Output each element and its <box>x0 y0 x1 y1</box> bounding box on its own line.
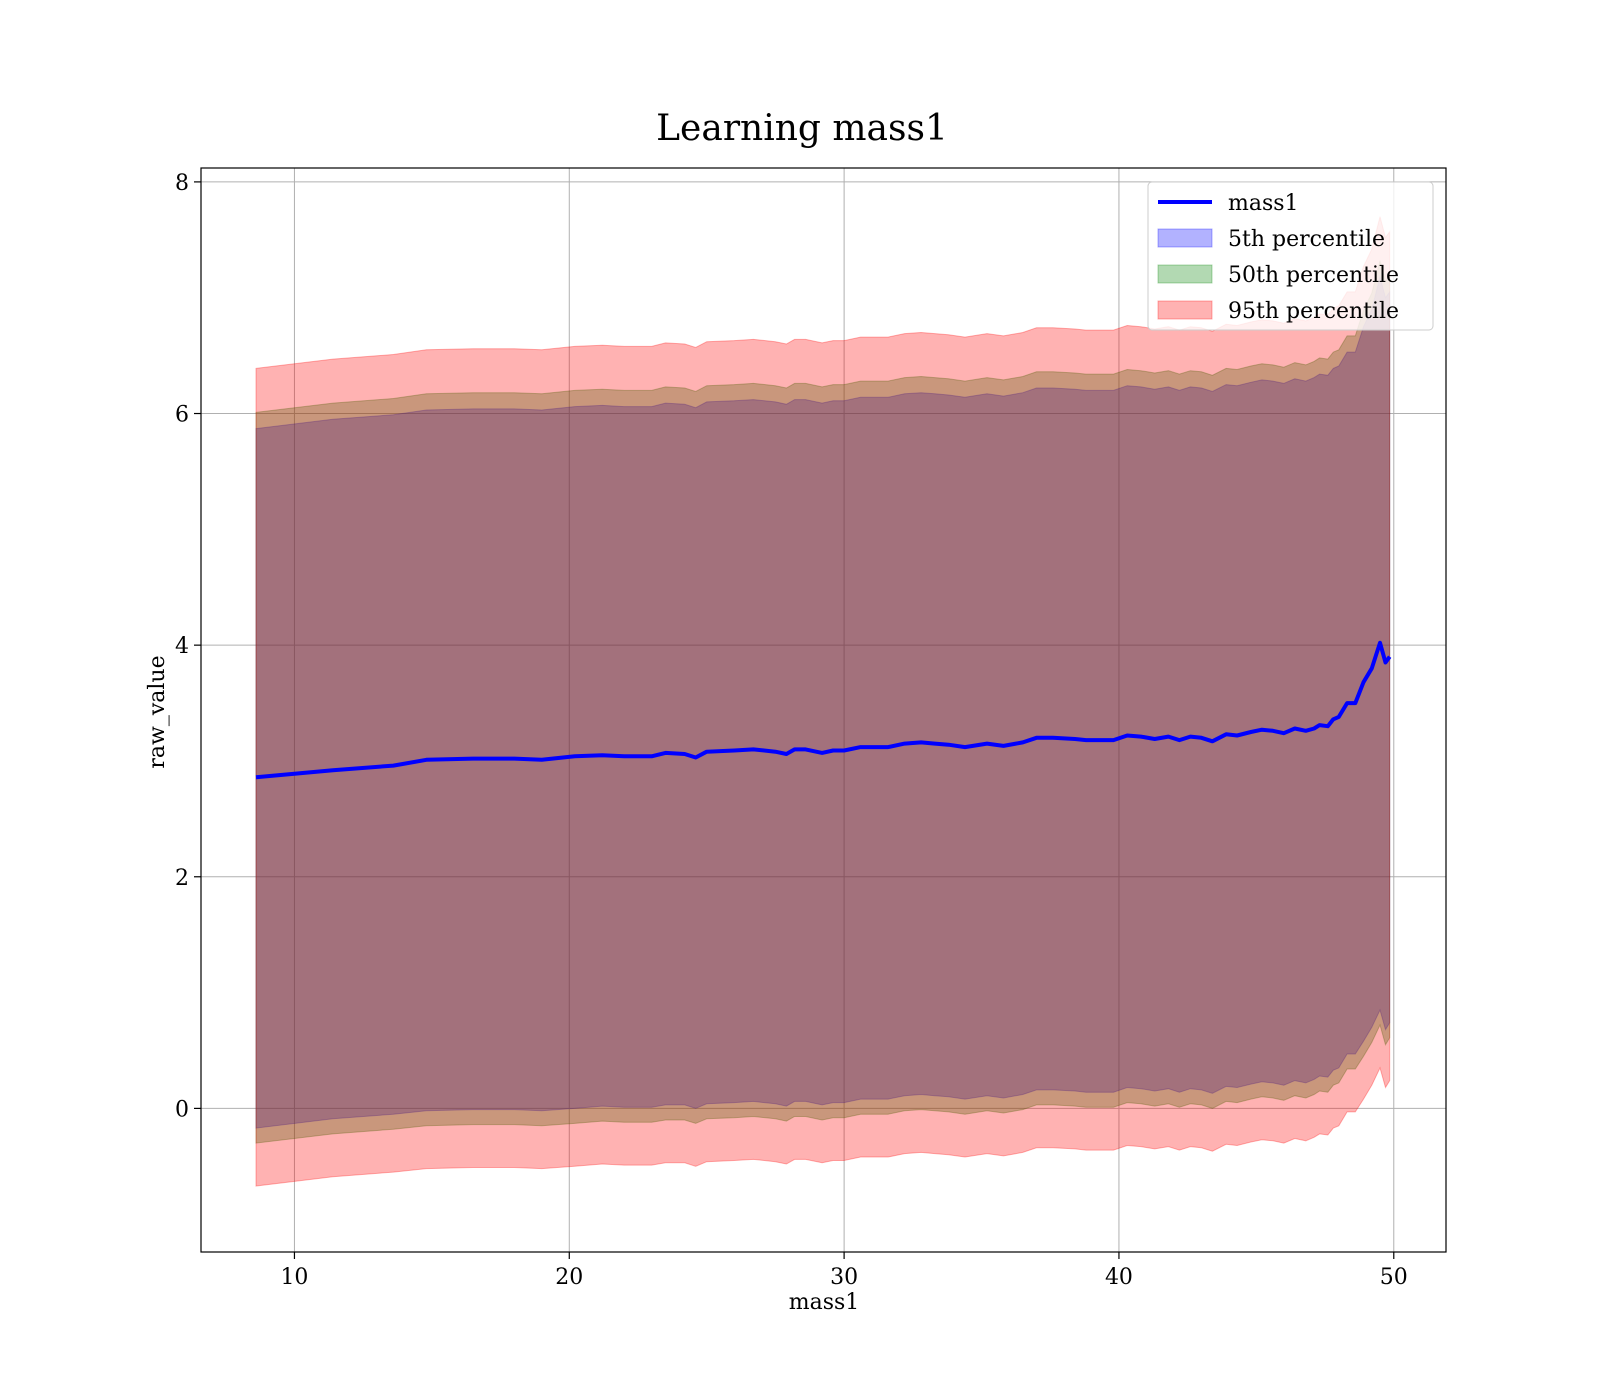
plot-area: 10 20 30 40 50 0 2 4 6 8 <box>175 167 1447 1290</box>
band-5th-percentile <box>255 274 1391 1129</box>
x-tick-label: 20 <box>555 1265 583 1290</box>
x-tick-label: 40 <box>1105 1265 1133 1290</box>
legend: mass1 5th percentile 50th percentile 95th p… <box>1147 181 1434 331</box>
x-tick-label: 50 <box>1380 1265 1408 1290</box>
y-tick-label: 2 <box>175 866 189 891</box>
y-tick-label: 6 <box>175 403 189 428</box>
legend-label: 5th percentile <box>1228 227 1385 252</box>
legend-label: 95th percentile <box>1228 299 1399 324</box>
legend-label: mass1 <box>1228 191 1299 216</box>
y-tick-label: 4 <box>175 634 189 659</box>
legend-swatch <box>1157 264 1213 284</box>
legend-swatch <box>1157 228 1213 248</box>
x-tick-label: 10 <box>280 1265 308 1290</box>
chart-title: Learning mass1 <box>656 108 948 149</box>
y-axis-label: raw_value <box>145 655 170 768</box>
x-tick-label: 30 <box>830 1265 858 1290</box>
legend-box <box>1147 181 1434 331</box>
band-95th-percentile <box>255 216 1391 1187</box>
legend-swatch <box>1157 300 1213 320</box>
axes-frame <box>200 167 1447 1253</box>
band-50th-percentile <box>255 260 1391 1144</box>
x-axis-label: mass1 <box>789 1290 860 1315</box>
legend-label: 50th percentile <box>1228 263 1399 288</box>
y-tick-label: 0 <box>175 1097 189 1122</box>
series-line-mass1 <box>255 640 1392 780</box>
y-tick-label: 8 <box>175 171 189 196</box>
